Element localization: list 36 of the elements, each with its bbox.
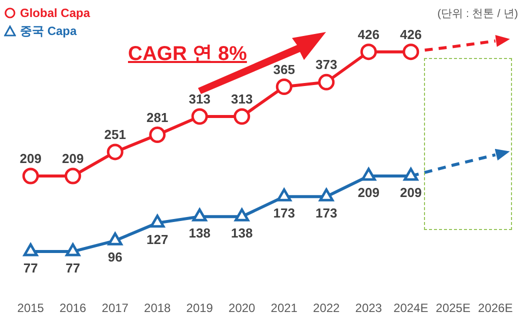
- data-label: 138: [231, 226, 253, 241]
- x-tick-label: 2019: [186, 301, 214, 316]
- data-label: 426: [358, 26, 380, 42]
- data-label: 209: [358, 185, 380, 200]
- data-label: 281: [146, 110, 168, 125]
- data-label: 251: [104, 127, 126, 142]
- data-label: 209: [20, 151, 42, 166]
- x-tick-label: 2016: [60, 301, 87, 316]
- x-tick-label: 2020: [228, 301, 256, 316]
- legend-label: 중국 Capa: [20, 23, 77, 40]
- legend-label: Global Capa: [20, 5, 90, 22]
- x-tick-label: 2018: [144, 301, 172, 316]
- text: (단위 : 천톤 / 년): [437, 7, 518, 21]
- data-label: 313: [231, 92, 253, 107]
- x-tick-label: 2024E: [394, 301, 428, 316]
- x-tick-label: 2026E: [478, 301, 513, 316]
- data-label: 138: [188, 226, 210, 241]
- data-label: 373: [316, 57, 338, 72]
- x-tick-label: 2021: [270, 301, 298, 316]
- data-label: 209: [400, 185, 422, 200]
- data-label: 426: [400, 26, 422, 42]
- data-label: 77: [23, 260, 38, 276]
- data-label: 209: [62, 151, 84, 166]
- x-tick-label: 2023: [355, 301, 382, 316]
- x-tick-label: 2025E: [436, 301, 470, 316]
- data-label: 365: [273, 62, 295, 77]
- data-label: 173: [273, 206, 295, 221]
- annotation: CAGR 연 8%: [128, 42, 247, 67]
- data-label: 313: [188, 92, 210, 107]
- data-label: 77: [66, 260, 80, 276]
- x-tick-label: 2022: [313, 301, 340, 316]
- data-label: 173: [316, 206, 338, 221]
- x-tick-label: 2017: [102, 301, 129, 316]
- data-label: 96: [108, 250, 122, 265]
- data-label: 127: [146, 232, 168, 248]
- x-tick-label: 2015: [17, 301, 44, 316]
